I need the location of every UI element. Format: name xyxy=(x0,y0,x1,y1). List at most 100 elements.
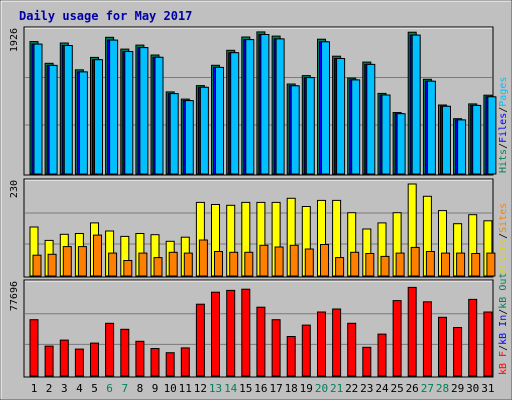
bar-kb-f-day-21 xyxy=(332,308,342,377)
bar-kb-f-day-20 xyxy=(317,311,326,377)
bar-sites-day-22 xyxy=(350,251,360,277)
legend-part: / xyxy=(498,143,509,149)
bar-sites-day-30 xyxy=(471,253,481,277)
x-tick-label-4: 4 xyxy=(76,382,83,395)
bar-sites-day-26 xyxy=(410,246,420,277)
bar-pages-day-1 xyxy=(33,43,43,175)
x-tick-label-5: 5 xyxy=(91,382,98,395)
bar-sites-day-19 xyxy=(304,248,314,277)
x-tick-label-30: 30 xyxy=(466,382,479,395)
x-tick-label-17: 17 xyxy=(269,382,282,395)
bar-kb-f-day-1 xyxy=(29,319,39,377)
bar-kb-f-day-26 xyxy=(407,286,417,377)
bar-sites-day-31 xyxy=(486,252,496,277)
bar-pages-day-4 xyxy=(78,71,88,175)
bar-pages-day-11 xyxy=(184,100,194,175)
panel-kbytes: 77696 kB F/kB In/kB Out xyxy=(9,273,509,378)
bar-kb-f-day-19 xyxy=(301,324,311,377)
y-axis-legend: Visits/Sites xyxy=(498,203,509,275)
bar-sites-day-1 xyxy=(32,254,42,277)
bar-kb-f-day-25 xyxy=(392,300,402,377)
bar-sites-day-7 xyxy=(123,260,133,277)
bar-kb-f-day-10 xyxy=(165,352,175,377)
bar-kb-f-day-5 xyxy=(90,342,99,377)
bar-sites-day-23 xyxy=(365,253,375,277)
bar-kb-f-day-31 xyxy=(483,311,493,377)
bar-kb-f-day-11 xyxy=(180,347,190,377)
bar-sites-day-8 xyxy=(138,252,148,277)
x-tick-label-9: 9 xyxy=(152,382,159,395)
bar-kb-f-day-24 xyxy=(377,333,387,377)
x-tick-label-29: 29 xyxy=(451,382,464,395)
bar-sites-day-18 xyxy=(289,244,299,277)
legend-part: Sites xyxy=(498,203,509,233)
bar-sites-day-5 xyxy=(93,234,102,277)
bar-sites-day-10 xyxy=(168,251,178,277)
chart-title: Daily usage for May 2017 xyxy=(19,9,192,23)
x-tick-label-20: 20 xyxy=(315,382,328,395)
bar-pages-day-18 xyxy=(290,85,300,175)
bar-sites-day-6 xyxy=(108,252,118,277)
legend-part: Visits xyxy=(498,239,509,275)
bar-sites-day-4 xyxy=(77,246,87,277)
legend-part: Hits xyxy=(498,149,509,173)
bar-pages-day-16 xyxy=(260,34,270,175)
x-tick-label-11: 11 xyxy=(179,382,192,395)
y-max-label: 1926 xyxy=(9,28,20,52)
x-tick-label-27: 27 xyxy=(421,382,434,395)
x-tick-label-13: 13 xyxy=(209,382,222,395)
x-tick-label-24: 24 xyxy=(375,382,389,395)
x-tick-label-19: 19 xyxy=(300,382,313,395)
y-axis-legend: Hits/Files/Pages xyxy=(498,77,509,173)
legend-part: Pages xyxy=(498,77,509,107)
bar-pages-day-8 xyxy=(139,47,149,175)
bar-pages-day-2 xyxy=(48,64,58,175)
legend-part: kB Out xyxy=(498,273,509,309)
bar-pages-day-13 xyxy=(215,66,224,175)
bar-pages-day-24 xyxy=(381,94,391,175)
bar-sites-day-20 xyxy=(320,244,329,277)
x-tick-label-16: 16 xyxy=(254,382,267,395)
bar-sites-day-21 xyxy=(335,257,345,277)
x-tick-label-7: 7 xyxy=(121,382,128,395)
x-tick-label-14: 14 xyxy=(224,382,238,395)
bar-sites-day-17 xyxy=(274,246,284,277)
bar-pages-day-20 xyxy=(321,41,330,175)
x-tick-label-1: 1 xyxy=(31,382,38,395)
bar-pages-day-29 xyxy=(457,119,467,175)
bar-pages-day-5 xyxy=(94,59,103,175)
legend-part: / xyxy=(498,345,509,351)
legend-part: / xyxy=(498,309,509,315)
bar-kb-f-day-28 xyxy=(438,316,447,377)
bar-kb-f-day-2 xyxy=(44,345,54,377)
bar-pages-day-19 xyxy=(305,77,315,175)
bar-sites-day-28 xyxy=(441,252,450,277)
x-tick-label-31: 31 xyxy=(481,382,494,395)
bar-kb-f-day-17 xyxy=(271,319,281,377)
x-tick-label-15: 15 xyxy=(239,382,252,395)
bar-sites-day-16 xyxy=(259,244,269,277)
bar-pages-day-6 xyxy=(109,39,119,175)
x-tick-label-23: 23 xyxy=(360,382,373,395)
x-tick-label-18: 18 xyxy=(285,382,298,395)
bar-pages-day-27 xyxy=(426,80,436,175)
bar-kb-f-day-8 xyxy=(135,340,145,377)
y-max-label: 77696 xyxy=(9,281,20,311)
bar-sites-day-9 xyxy=(153,257,163,277)
y-axis-legend: kB F/kB In/kB Out xyxy=(498,273,509,375)
bar-kb-f-day-4 xyxy=(74,348,84,377)
bar-kb-f-day-7 xyxy=(120,328,130,377)
bar-sites-day-29 xyxy=(456,252,466,277)
legend-part: / xyxy=(498,233,509,239)
bar-kb-f-day-14 xyxy=(226,289,236,377)
x-tick-label-26: 26 xyxy=(406,382,419,395)
y-max-label: 230 xyxy=(9,180,20,198)
x-tick-label-25: 25 xyxy=(390,382,403,395)
bar-pages-day-15 xyxy=(245,39,255,175)
bar-kb-f-day-9 xyxy=(150,348,160,377)
bar-pages-day-25 xyxy=(396,113,406,175)
bar-sites-day-12 xyxy=(198,239,208,277)
bar-pages-day-21 xyxy=(336,58,346,175)
bar-pages-day-26 xyxy=(411,34,421,175)
